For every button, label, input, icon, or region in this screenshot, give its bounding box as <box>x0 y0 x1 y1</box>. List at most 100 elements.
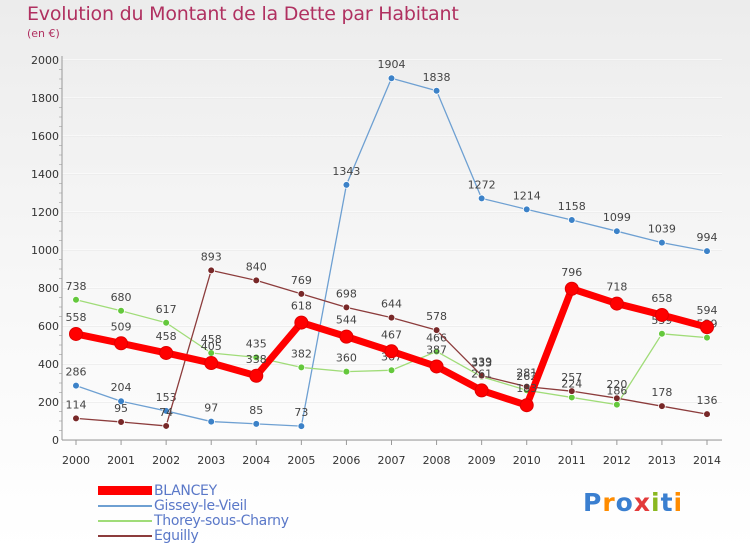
data-point <box>522 205 531 214</box>
chart-subtitle: (en €) <box>27 27 60 40</box>
x-tick-label: 2011 <box>558 454 586 467</box>
x-tick-label: 2001 <box>107 454 135 467</box>
y-tick-label: 1200 <box>31 206 59 219</box>
data-label: 698 <box>336 287 357 300</box>
legend-swatch <box>98 504 152 507</box>
data-label: 97 <box>204 402 218 415</box>
data-label: 136 <box>697 394 718 407</box>
data-point <box>567 393 576 402</box>
y-tick-label: 1800 <box>31 92 59 105</box>
data-label: 1099 <box>603 211 631 224</box>
data-point <box>387 366 396 375</box>
data-point <box>162 422 170 430</box>
legend-swatch <box>98 519 152 522</box>
series-gissey-le-vieil: 286 204 153 97 85 73 1343 1904 1838 1272 1214 1158 1… <box>66 58 718 430</box>
data-point <box>297 290 306 298</box>
data-point <box>297 363 306 372</box>
data-label: 262 <box>516 370 537 383</box>
legend-label: Thorey-sous-Charny <box>154 512 289 529</box>
data-point <box>117 306 125 315</box>
data-label: 644 <box>381 298 402 311</box>
data-point <box>658 402 666 410</box>
data-label: 658 <box>651 292 672 305</box>
data-point <box>249 368 264 383</box>
y-tick-label: 1600 <box>31 130 59 143</box>
legend-label: Eguilly <box>154 527 199 544</box>
data-label: 114 <box>66 398 87 411</box>
data-label: 178 <box>651 386 672 399</box>
data-point <box>159 345 174 360</box>
data-label: 204 <box>111 381 132 394</box>
legend-label: Gissey-le-Vieil <box>154 497 247 514</box>
data-label: 339 <box>471 356 492 369</box>
x-tick-label: 2004 <box>242 454 270 467</box>
data-point <box>567 216 576 224</box>
x-tick-label: 2002 <box>152 454 180 467</box>
y-tick-label: 1000 <box>31 244 59 257</box>
data-point <box>252 353 261 362</box>
data-label: 220 <box>606 378 627 391</box>
legend-label: BLANCEY <box>154 482 217 499</box>
chart-title: Evolution du Montant de la Dette par Hab… <box>27 3 459 25</box>
y-tick-label: 200 <box>38 396 59 409</box>
data-point <box>207 417 216 426</box>
data-label: 153 <box>156 391 177 404</box>
legend-item: Eguilly <box>98 527 289 544</box>
proxiti-logo: Proxiti <box>583 488 683 517</box>
chart-legend: BLANCEY Gissey-le-Vieil Thorey-sous-Charny… <box>98 482 289 544</box>
logo-letter: r <box>602 488 616 517</box>
x-tick-label: 2014 <box>693 454 721 467</box>
data-label: 1343 <box>332 165 360 178</box>
data-point <box>477 371 486 380</box>
data-label: 73 <box>294 406 308 419</box>
data-point <box>703 333 711 342</box>
data-label: 994 <box>697 231 718 244</box>
data-label: 382 <box>291 347 312 360</box>
data-point <box>700 320 714 335</box>
data-point <box>72 414 80 423</box>
data-label: 1214 <box>513 189 541 202</box>
data-label: 338 <box>246 353 267 366</box>
data-point <box>384 344 399 359</box>
data-label: 458 <box>156 330 177 343</box>
data-label: 360 <box>336 352 357 365</box>
data-point <box>432 326 441 334</box>
y-tick-label: 600 <box>38 320 59 333</box>
data-label: 387 <box>426 343 447 356</box>
data-point <box>432 86 441 95</box>
series-eguilly: 114 95 74 893 840 769 698 644 578 339 281 257 220 178… <box>66 250 718 430</box>
x-tick-label: 2003 <box>197 454 225 467</box>
data-point <box>297 422 306 430</box>
x-tick-label: 2007 <box>378 454 406 467</box>
data-label: 840 <box>246 260 267 273</box>
data-label: 95 <box>114 402 128 415</box>
data-label: 618 <box>291 300 312 313</box>
data-label: 458 <box>201 333 222 346</box>
data-label: 467 <box>381 328 402 341</box>
x-tick-label: 2000 <box>62 454 90 467</box>
x-tick-label: 2008 <box>423 454 451 467</box>
x-tick-label: 2009 <box>468 454 496 467</box>
data-point <box>342 367 351 376</box>
data-point <box>609 296 624 311</box>
data-point <box>294 315 309 330</box>
data-point <box>613 400 621 409</box>
logo-letter: o <box>615 488 634 517</box>
legend-swatch <box>98 486 152 495</box>
legend-item: BLANCEY <box>98 482 289 499</box>
data-label: 85 <box>249 404 263 417</box>
data-label: 578 <box>426 310 447 323</box>
data-label: 224 <box>561 377 582 390</box>
series-thorey-sous-charny: 7386806174584353823603674663332622241865… <box>66 280 718 409</box>
data-point <box>429 359 444 374</box>
data-point <box>658 238 666 247</box>
data-label: 74 <box>159 406 173 419</box>
data-point <box>658 329 666 338</box>
series-blancey: 5585094584053386185444673872611837967186… <box>66 266 718 413</box>
data-point <box>204 356 219 371</box>
y-tick-label: 400 <box>38 358 59 371</box>
data-label: 333 <box>471 357 492 370</box>
data-point <box>117 397 125 406</box>
data-point <box>252 420 261 428</box>
